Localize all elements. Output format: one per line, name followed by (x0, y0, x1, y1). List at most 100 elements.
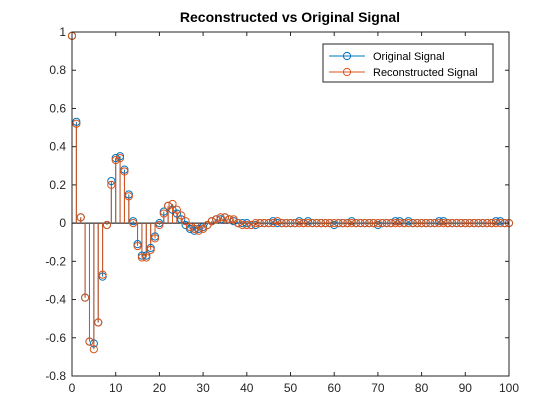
reconstructed-marker (312, 219, 321, 228)
ticks-layer: 0 10 20 30 40 50 60 70 80 90 100 -0.8 -0.6 -0.4 -0.2 0 0… (45, 25, 519, 395)
legend-reconstructed-marker (342, 67, 352, 77)
reconstructed-marker (168, 199, 177, 209)
reconstructed-marker (325, 219, 334, 228)
reconstructed-marker (386, 219, 396, 228)
reconstructed-marker (142, 253, 151, 262)
legend-original-marker (342, 51, 352, 61)
x-tick-label: 30 (196, 381, 210, 395)
reconstructed-marker (474, 219, 483, 228)
y-tick-label: -0.8 (45, 369, 66, 383)
reconstructed-marker (356, 219, 365, 228)
x-tick-label: 60 (328, 381, 342, 395)
reconstructed-marker (404, 219, 413, 228)
reconstructed-marker (255, 219, 265, 228)
x-tick-label: 70 (371, 381, 385, 395)
legend-reconstructed-label: Reconstructed Signal (373, 67, 478, 79)
reconstructed-marker (181, 217, 190, 226)
reconstructed-marker (360, 219, 369, 228)
reconstructed-marker (155, 220, 164, 230)
reconstructed-marker (185, 222, 195, 232)
markers-layer (67, 31, 514, 354)
original-marker (89, 339, 98, 348)
reconstructed-marker (238, 220, 247, 230)
reconstructed-marker (465, 219, 474, 228)
reconstructed-marker (421, 219, 431, 228)
reconstructed-marker (452, 219, 461, 228)
y-tick-label: -0.2 (45, 254, 66, 268)
reconstructed-marker (72, 119, 81, 128)
reconstructed-marker (426, 219, 435, 228)
reconstructed-marker (439, 219, 448, 228)
reconstructed-marker (400, 219, 409, 228)
stems-layer (71, 35, 501, 350)
reconstructed-marker (491, 219, 500, 228)
reconstructed-marker (111, 155, 120, 165)
reconstructed-marker (115, 154, 125, 163)
x-tick-label: 50 (284, 381, 298, 395)
reconstructed-marker (89, 345, 98, 354)
reconstructed-marker (150, 234, 160, 243)
reconstructed-marker (177, 211, 186, 220)
reconstructed-marker (461, 219, 470, 228)
legend-box (322, 43, 494, 83)
reconstructed-marker (251, 219, 260, 228)
reconstructed-marker (94, 318, 103, 327)
y-tick-label: 0 (59, 216, 66, 230)
reconstructed-marker (303, 219, 313, 228)
reconstructed-marker (273, 217, 282, 226)
reconstructed-marker (225, 215, 234, 224)
reconstructed-marker (413, 219, 422, 228)
reconstructed-marker (190, 224, 199, 233)
reconstructed-marker (369, 219, 378, 228)
y-tick-label: 0.8 (49, 63, 66, 77)
chart-title: Reconstructed vs Original Signal (180, 9, 400, 25)
reconstructed-marker (81, 293, 90, 302)
reconstructed-marker (434, 219, 444, 228)
reconstructed-marker (448, 219, 457, 228)
original-marker (177, 215, 186, 224)
reconstructed-marker (365, 219, 374, 228)
x-tick-label: 10 (109, 381, 123, 395)
reconstructed-marker (343, 219, 352, 228)
reconstructed-marker (172, 205, 181, 214)
reconstructed-marker (137, 253, 147, 262)
x-tick-label: 0 (69, 381, 76, 395)
reconstructed-marker (133, 241, 142, 251)
y-tick-label: 1 (59, 25, 66, 39)
reconstructed-marker (351, 219, 361, 228)
y-tick-label: 0.2 (49, 178, 66, 192)
reconstructed-marker (295, 219, 304, 228)
axes-background (72, 32, 509, 376)
original-marker (172, 209, 181, 218)
reconstructed-marker (268, 219, 278, 228)
reconstructed-marker (469, 219, 479, 228)
reconstructed-marker (264, 219, 273, 228)
reconstructed-marker (233, 219, 243, 228)
reconstructed-marker (102, 220, 112, 230)
reconstructed-marker (330, 219, 339, 228)
reconstructed-marker (120, 167, 129, 176)
reconstructed-marker (164, 201, 173, 211)
reconstructed-marker (207, 217, 216, 226)
reconstructed-marker (395, 219, 404, 228)
y-tick-label: 0.4 (49, 140, 66, 154)
y-tick-label: 0.6 (49, 101, 66, 115)
reconstructed-marker (299, 219, 308, 228)
reconstructed-marker (129, 219, 138, 228)
reconstructed-marker (124, 192, 133, 201)
reconstructed-marker (76, 213, 85, 222)
x-tick-label: 20 (153, 381, 167, 395)
reconstructed-marker (286, 219, 295, 228)
reconstructed-marker (321, 219, 330, 228)
x-tick-label: 90 (459, 381, 473, 395)
reconstructed-marker (430, 219, 439, 228)
reconstructed-marker (212, 215, 221, 224)
reconstructed-marker (282, 219, 291, 228)
reconstructed-marker (242, 220, 251, 230)
reconstructed-marker (260, 219, 269, 228)
y-tick-label: -0.4 (45, 293, 66, 307)
reconstructed-marker (373, 219, 382, 228)
reconstructed-marker (487, 219, 496, 228)
